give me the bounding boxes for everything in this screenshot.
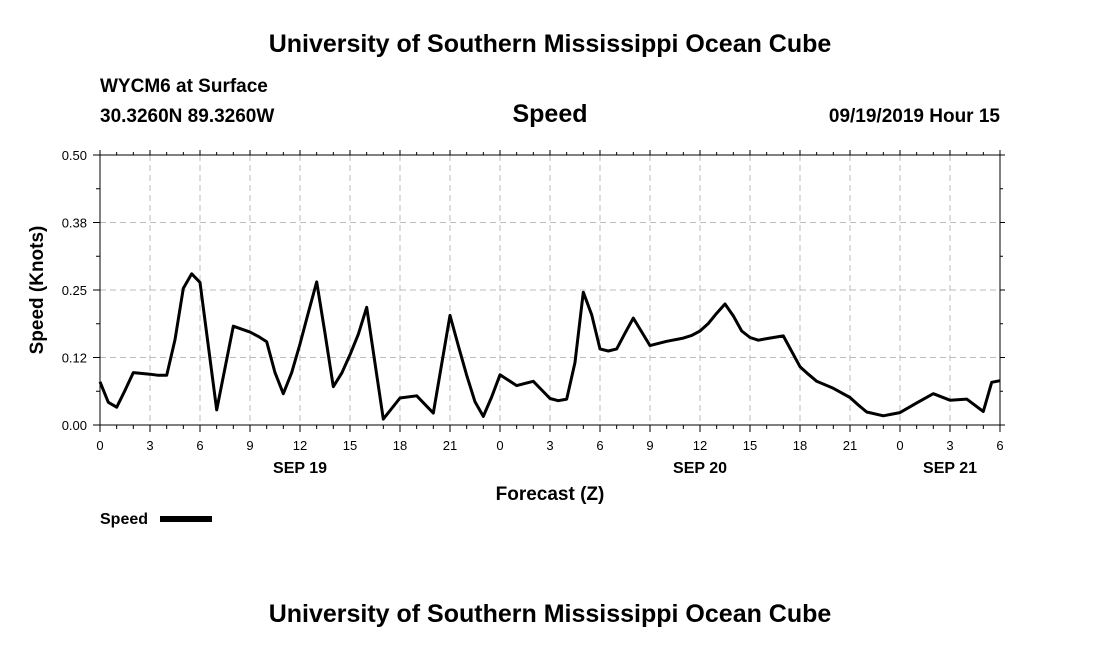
- legend-swatch: [160, 516, 212, 522]
- x-tick-label: 6: [596, 438, 603, 453]
- y-tick-label: 0.00: [62, 418, 87, 433]
- legend-label: Speed: [100, 511, 148, 528]
- grid-lines: [100, 155, 1000, 425]
- x-tick-label: 12: [693, 438, 707, 453]
- x-tick-label: 0: [896, 438, 903, 453]
- x-tick-label: 9: [646, 438, 653, 453]
- date-label: SEP 20: [673, 460, 727, 477]
- date-labels: SEP 19 SEP 20 SEP 21: [273, 460, 977, 477]
- x-tick-label: 0: [96, 438, 103, 453]
- issued-label: 09/19/2019 Hour 15: [828, 106, 1000, 127]
- x-tick-label: 0: [496, 438, 503, 453]
- date-label: SEP 19: [273, 460, 327, 477]
- y-axis-label: Speed (Knots): [27, 226, 48, 355]
- x-tick-label: 15: [743, 438, 757, 453]
- x-tick-label: 3: [546, 438, 553, 453]
- y-tick-label: 0.50: [62, 148, 87, 163]
- x-tick-label: 18: [393, 438, 407, 453]
- x-tick-label: 12: [293, 438, 307, 453]
- plot-frame: [99, 154, 1001, 426]
- x-tick-label: 6: [196, 438, 203, 453]
- x-tick-label: 21: [843, 438, 857, 453]
- variable-title: Speed: [512, 100, 588, 128]
- top-title: University of Southern Mississippi Ocean…: [268, 30, 832, 58]
- x-tick-label: 21: [443, 438, 457, 453]
- speed-series-line: [98, 272, 1001, 421]
- x-tick-label: 3: [146, 438, 153, 453]
- y-tick-label: 0.12: [62, 351, 87, 366]
- x-axis-label: Forecast (Z): [496, 484, 605, 505]
- x-tick-label: 6: [996, 438, 1003, 453]
- axis-ticks: 0 3 6 9 12 15 18 21 0 3 6 9 12 15 18 21 0 3 6 0.00 0.12 0.25 0…: [62, 148, 1005, 453]
- station-label: WYCM6 at Surface: [100, 76, 268, 97]
- x-tick-label: 3: [946, 438, 953, 453]
- x-tick-label: 15: [343, 438, 357, 453]
- y-tick-label: 0.25: [62, 283, 87, 298]
- y-tick-label: 0.38: [62, 216, 87, 231]
- x-tick-label: 9: [246, 438, 253, 453]
- location-label: 30.3260N 89.3260W: [100, 106, 275, 127]
- x-tick-label: 18: [793, 438, 807, 453]
- date-label: SEP 21: [923, 460, 977, 477]
- bottom-title: University of Southern Mississippi Ocean…: [268, 600, 832, 628]
